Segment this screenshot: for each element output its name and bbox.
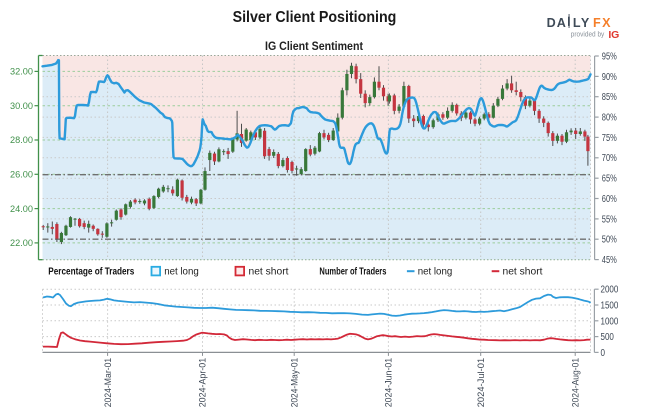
svg-text:1500: 1500 (601, 301, 619, 312)
svg-text:70%: 70% (602, 153, 617, 164)
svg-text:50%: 50% (602, 235, 617, 246)
svg-text:Percentage of Traders: Percentage of Traders (48, 267, 134, 278)
svg-text:2024-Mar-01: 2024-Mar-01 (103, 358, 113, 408)
svg-text:85%: 85% (602, 92, 617, 103)
svg-text:net short: net short (249, 267, 289, 278)
svg-text:net long: net long (418, 267, 453, 278)
svg-text:net short: net short (503, 267, 543, 278)
svg-text:LY: LY (573, 16, 591, 30)
svg-text:FX: FX (593, 16, 612, 30)
svg-text:net long: net long (164, 267, 199, 278)
svg-text:30.00: 30.00 (10, 101, 33, 112)
svg-text:IG Client Sentiment: IG Client Sentiment (265, 41, 363, 53)
svg-text:DA: DA (547, 16, 567, 30)
svg-text:55%: 55% (602, 214, 617, 225)
svg-text:2024-Apr-01: 2024-Apr-01 (198, 358, 208, 408)
svg-text:22.00: 22.00 (10, 238, 33, 249)
svg-text:2024-Aug-01: 2024-Aug-01 (570, 358, 580, 408)
svg-text:65%: 65% (602, 174, 617, 185)
svg-text:Silver Client Positioning: Silver Client Positioning (233, 9, 397, 26)
svg-text:500: 500 (601, 332, 615, 343)
svg-text:90%: 90% (602, 72, 617, 83)
svg-text:provided by: provided by (571, 30, 605, 39)
svg-text:2024-Jul-01: 2024-Jul-01 (476, 358, 486, 408)
svg-text:1000: 1000 (601, 316, 619, 327)
svg-text:2024-Jun-01: 2024-Jun-01 (384, 358, 394, 408)
svg-text:IG: IG (608, 29, 619, 41)
svg-text:24.00: 24.00 (10, 204, 33, 215)
svg-text:26.00: 26.00 (10, 170, 33, 181)
svg-text:0: 0 (601, 348, 606, 359)
svg-text:95%: 95% (602, 51, 617, 62)
svg-text:32.00: 32.00 (10, 67, 33, 78)
svg-text:Number of Traders: Number of Traders (319, 267, 386, 278)
svg-text:75%: 75% (602, 133, 617, 144)
svg-text:2024-May-01: 2024-May-01 (289, 358, 299, 408)
svg-text:45%: 45% (602, 255, 617, 266)
svg-text:2000: 2000 (601, 285, 619, 296)
svg-text:60%: 60% (602, 194, 617, 205)
svg-text:80%: 80% (602, 113, 617, 124)
svg-text:28.00: 28.00 (10, 135, 33, 146)
